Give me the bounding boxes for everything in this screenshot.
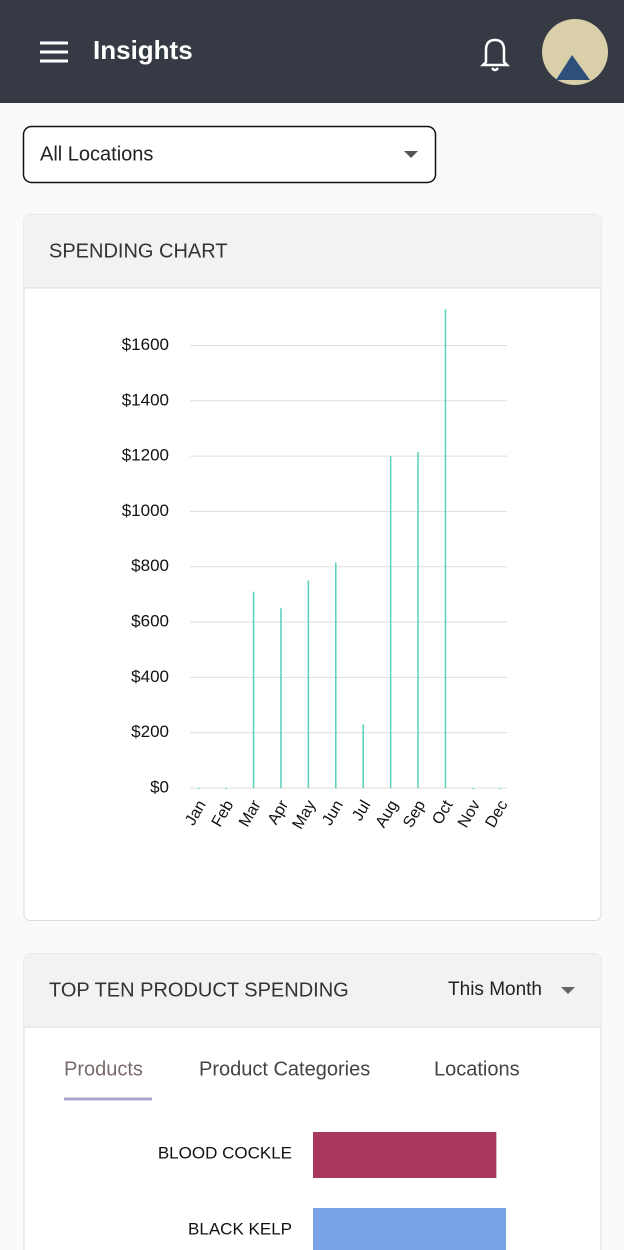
card-title: SPENDING CHART <box>49 240 228 262</box>
bar <box>417 451 419 788</box>
period-dropdown[interactable]: This Month <box>448 979 542 1000</box>
dropdown-arrow <box>561 987 575 994</box>
location-dropdown[interactable] <box>22 125 437 184</box>
bar <box>389 456 392 788</box>
bar <box>362 724 364 788</box>
tab[interactable]: Locations <box>434 1058 520 1080</box>
bar <box>499 788 502 789</box>
bar <box>444 309 447 788</box>
avatar[interactable] <box>542 19 608 85</box>
bar <box>197 788 200 789</box>
tab[interactable]: Products <box>64 1058 143 1080</box>
avatar-shape <box>556 55 590 80</box>
y-tick-label: $600 <box>131 612 169 631</box>
bar <box>307 580 310 788</box>
bell-clapper <box>491 67 499 72</box>
card-header <box>24 214 601 288</box>
bar <box>472 788 474 789</box>
location-value: All Locations <box>40 143 153 165</box>
notifications-button[interactable] <box>479 38 511 72</box>
page-title: Insights <box>93 35 193 65</box>
dropdown-arrow <box>404 151 418 158</box>
bell-icon <box>479 38 511 67</box>
y-tick-label: BLACK KELP <box>188 1219 292 1238</box>
bar <box>280 608 282 788</box>
y-tick-label: $1000 <box>122 501 169 520</box>
card-header <box>24 953 601 1027</box>
menu-button[interactable] <box>40 41 68 63</box>
card-title: TOP TEN PRODUCT SPENDING <box>49 979 349 1001</box>
bar <box>225 788 227 789</box>
tab[interactable]: Product Categories <box>199 1058 370 1080</box>
app-bar <box>0 0 624 103</box>
y-tick-label: BLOOD COCKLE <box>158 1143 292 1162</box>
y-tick-label: $200 <box>131 722 169 741</box>
bar <box>313 1132 497 1178</box>
bar <box>252 591 255 788</box>
y-tick-label: $1600 <box>122 335 169 354</box>
bar <box>335 562 337 788</box>
bar <box>313 1208 506 1250</box>
y-tick-label: $0 <box>150 777 169 796</box>
y-tick-label: $1200 <box>122 446 169 465</box>
y-tick-label: $400 <box>131 667 169 686</box>
y-tick-label: $800 <box>131 556 169 575</box>
y-tick-label: $1400 <box>122 390 169 409</box>
